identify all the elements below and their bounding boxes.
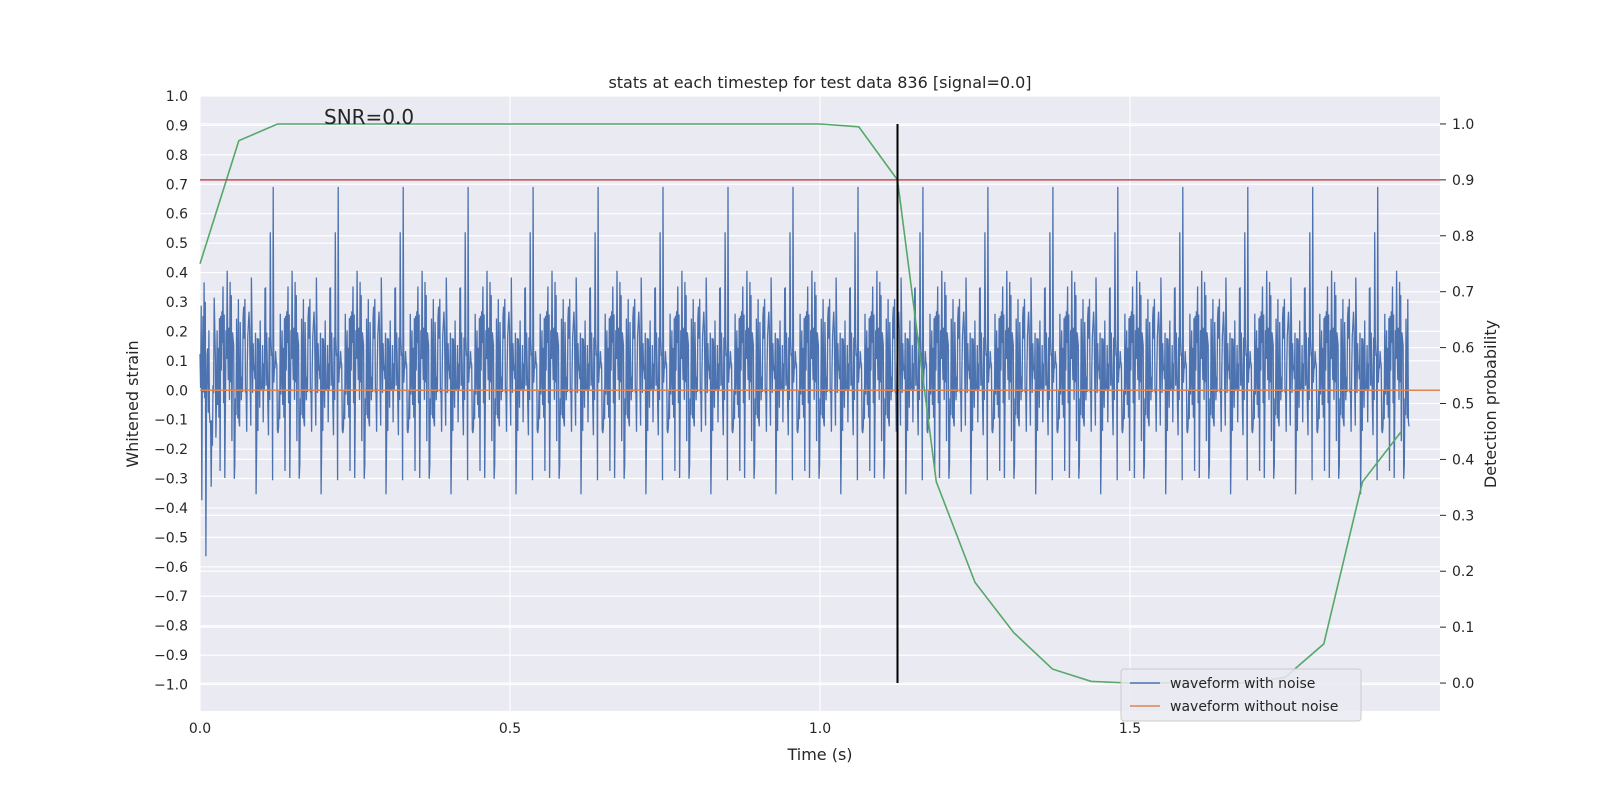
y-tick-label-left: 0.3 [166, 295, 188, 311]
y-tick-label-left: 1.0 [166, 89, 188, 105]
x-tick-label: 1.0 [809, 721, 831, 737]
y-tick-label-left: 0.4 [166, 266, 188, 282]
y-tick-label-left: −0.8 [154, 619, 188, 635]
y-tick-label-left: −0.5 [154, 530, 188, 546]
x-tick-label: 0.0 [189, 721, 211, 737]
y-tick-label-right: 0.0 [1452, 676, 1474, 692]
y-tick-label-right: 0.6 [1452, 341, 1474, 357]
y-tick-label-left: 0.6 [166, 207, 188, 223]
y-axis-label-right: Detection probability [1481, 320, 1500, 488]
y-tick-label-left: −1.0 [154, 678, 188, 694]
x-axis-ticks: 0.0 0.5 1.0 1.5 [189, 721, 1141, 737]
y-tick-label-left: −0.1 [154, 413, 188, 429]
y-tick-label-right: 0.5 [1452, 397, 1474, 413]
legend: waveform with noise waveform without noi… [1120, 668, 1362, 722]
x-tick-label: 0.5 [499, 721, 521, 737]
legend-label-noise: waveform with noise [1170, 676, 1315, 692]
y-tick-label-left: −0.7 [154, 589, 188, 605]
legend-label-clean: waveform without noise [1170, 699, 1338, 715]
snr-annotation: SNR=0.0 [324, 105, 414, 129]
y-tick-label-left: 0.0 [166, 383, 188, 399]
y-tick-label-left: −0.3 [154, 472, 188, 488]
chart-title: stats at each timestep for test data 836… [608, 73, 1031, 92]
legend-box [1120, 668, 1362, 722]
y-tick-label-left: 0.5 [166, 236, 188, 252]
y-tick-label-left: −0.6 [154, 560, 188, 576]
y-tick-label-right: 1.0 [1452, 117, 1474, 133]
y-tick-label-left: 0.1 [166, 354, 188, 370]
series-waveform-with-noise [199, 186, 1410, 557]
y-tick-label-right: 0.9 [1452, 173, 1474, 189]
right-axis-ticks: 0.0 0.1 0.2 0.3 0.4 0.5 0.6 0.7 0.8 0.9 1.0 [1440, 117, 1474, 692]
x-axis-label: Time (s) [786, 745, 852, 764]
y-tick-label-right: 0.8 [1452, 229, 1474, 245]
y-tick-label-right: 0.7 [1452, 285, 1474, 301]
y-tick-label-left: 0.8 [166, 148, 188, 164]
y-tick-label-left: 0.9 [166, 118, 188, 134]
series-layer [199, 186, 1440, 557]
y-axis-label-left: Whitened strain [123, 340, 142, 467]
y-tick-label-right: 0.4 [1452, 452, 1474, 468]
y-tick-label-right: 0.3 [1452, 508, 1474, 524]
x-tick-label: 1.5 [1119, 721, 1141, 737]
y-tick-label-left: 0.7 [166, 177, 188, 193]
left-axis-ticks: −1.0 −0.9 −0.8 −0.7 −0.6 −0.5 −0.4 −0.3 −0.2 −0.1… [154, 89, 188, 694]
y-tick-label-right: 0.1 [1452, 620, 1474, 636]
y-tick-label-left: −0.4 [154, 501, 188, 517]
y-tick-label-left: 0.2 [166, 324, 188, 340]
y-tick-label-left: −0.9 [154, 648, 188, 664]
y-tick-label-right: 0.2 [1452, 564, 1474, 580]
y-tick-label-left: −0.2 [154, 442, 188, 458]
